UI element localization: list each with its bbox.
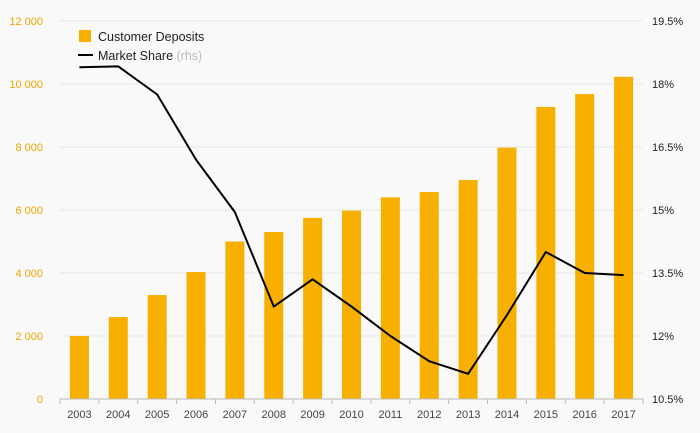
left-tick-label: 4 000 [15,268,43,280]
x-tick-label: 2015 [534,409,558,421]
right-tick-label: 19.5% [652,16,683,28]
left-tick-label: 2 000 [15,331,43,343]
bar-2013 [458,180,478,399]
x-tick-label: 2005 [145,409,169,421]
left-tick-label: 6 000 [15,205,43,217]
left-tick-label: 0 [37,394,43,406]
left-tick-label: 8 000 [15,142,43,154]
x-tick-label: 2008 [262,409,286,421]
left-tick-label: 12 000 [9,16,43,28]
legend-line-suffix: (rhs) [177,49,203,63]
legend-bar-label: Customer Deposits [98,30,204,44]
bar-2014 [497,147,517,399]
line-series [79,65,624,375]
bar-2011 [380,197,400,399]
x-axis: 2003 2004 2005 2006 2007 2008 2009 2010 2011 2012… [59,398,644,421]
x-tick-label: 2012 [417,409,441,421]
right-tick-label: 18% [652,79,674,91]
x-tick-label: 2016 [572,409,596,421]
right-tick-label: 15% [652,205,674,217]
bar-2016 [575,94,595,399]
x-tick-label: 2004 [106,409,130,421]
legend: Customer Deposits Market Share (rhs) [78,30,204,63]
bar-2012 [419,192,439,399]
bar-2009 [303,217,323,399]
svg-text:Market Share (rhs): Market Share (rhs) [98,49,202,63]
legend-bar-swatch [79,30,91,42]
bar-2005 [147,295,167,399]
left-tick-label: 10 000 [9,79,43,91]
bar-2008 [264,232,284,399]
left-axis: 0 2 000 4 000 6 000 8 000 10 000 12 000 [9,16,43,406]
x-tick-label: 2007 [223,409,247,421]
bar-2004 [108,317,128,399]
bar-series [69,76,634,400]
right-tick-label: 13.5% [652,268,683,280]
right-axis: 10.5% 12% 13.5% 15% 16.5% 18% 19.5% [652,16,683,406]
right-tick-label: 16.5% [652,142,683,154]
bar-2006 [186,272,206,399]
market-share-line [79,65,624,375]
x-tick-label: 2011 [379,409,403,421]
right-tick-label: 12% [652,331,674,343]
bar-2017 [614,76,634,399]
bar-2007 [225,241,245,399]
x-tick-label: 2003 [67,409,91,421]
legend-line-label: Market Share [98,49,173,63]
x-tick-label: 2010 [339,409,363,421]
x-tick-label: 2017 [611,409,635,421]
bar-2010 [342,210,361,399]
x-tick-label: 2006 [184,409,208,421]
x-tick-label: 2014 [495,409,519,421]
x-tick-label: 2009 [300,409,324,421]
bar-2003 [69,336,89,399]
x-tick-label: 2013 [456,409,480,421]
right-tick-label: 10.5% [652,394,683,406]
